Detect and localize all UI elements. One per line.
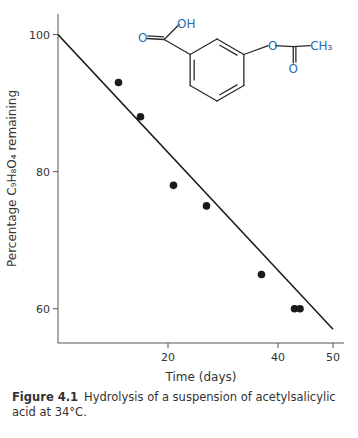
bond (220, 45, 237, 55)
bond (164, 40, 190, 55)
scatter-point (296, 305, 304, 313)
bond (190, 55, 191, 86)
bond (190, 86, 217, 102)
y-tick-label: 60 (36, 303, 50, 316)
scatter-point (203, 202, 211, 210)
fit-line (58, 35, 333, 330)
scatter-point (170, 182, 178, 190)
y-tick (53, 34, 58, 35)
x-axis-line (58, 343, 344, 344)
caption: Figure 4.1Hydrolysis of a suspension of … (12, 390, 346, 420)
chart: 20 40 50 60 80 100 Time (days) Percentage C₉H₈O… (0, 0, 358, 388)
atom-label: O (138, 31, 147, 45)
atom-label: OH (177, 17, 195, 31)
bond (147, 39, 164, 40)
bond (148, 36, 164, 37)
bond (275, 46, 293, 47)
y-axis-line (58, 14, 59, 343)
bond (295, 48, 296, 62)
bond (217, 39, 244, 55)
y-tick (53, 308, 58, 309)
atom-label: O (268, 39, 277, 53)
scatter-point (258, 271, 266, 279)
bond (243, 55, 244, 86)
scatter-point (137, 113, 145, 121)
axes: 20 40 50 60 80 100 (29, 14, 344, 364)
atom-label: CH₃ (310, 39, 332, 53)
structure: OOHOOCH₃ (138, 17, 333, 102)
x-axis-label: Time (days) (165, 370, 237, 384)
x-tick-label: 40 (271, 351, 285, 364)
atom-label: O (289, 62, 298, 76)
y-tick (53, 171, 58, 172)
bond (293, 47, 294, 63)
y-tick-label: 80 (36, 166, 50, 179)
data (58, 35, 333, 330)
x-tick-label: 50 (326, 351, 340, 364)
x-tick-label: 20 (161, 351, 175, 364)
scatter-point (115, 79, 123, 87)
x-tick (278, 343, 279, 348)
bond (293, 46, 310, 47)
bond (220, 85, 237, 95)
bond (190, 39, 217, 55)
bond (194, 60, 195, 80)
bond (217, 86, 244, 102)
x-tick (333, 343, 334, 348)
bond (244, 46, 268, 55)
x-tick (168, 343, 169, 348)
y-tick-label: 100 (29, 29, 50, 42)
caption-title: Figure 4.1 (12, 390, 78, 404)
y-axis-label: Percentage C₉H₈O₄ remaining (5, 90, 19, 267)
